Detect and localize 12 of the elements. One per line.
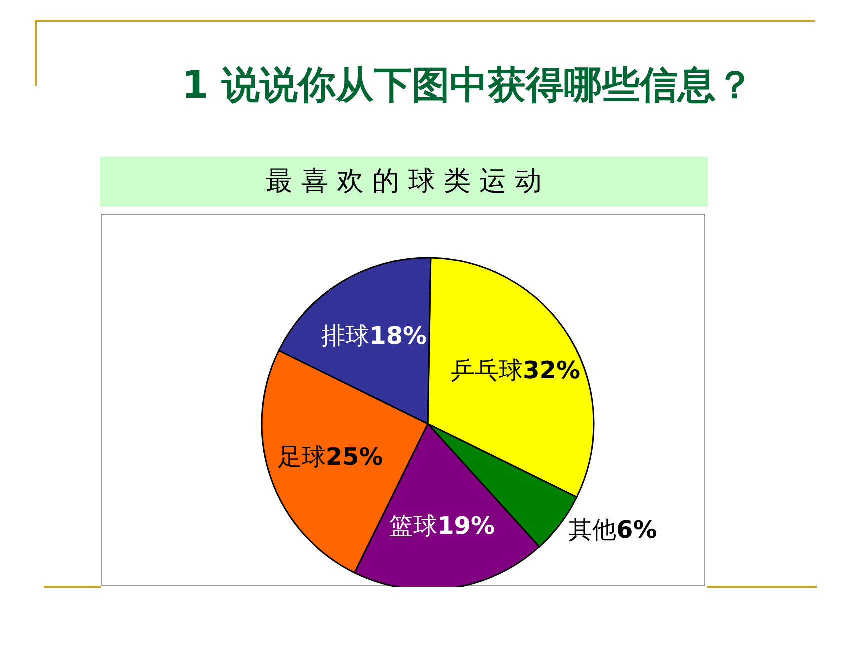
slice-label: 足球 xyxy=(278,443,326,472)
data-label: 19% xyxy=(438,512,496,540)
slice-label: 乒乓球 xyxy=(451,356,524,384)
data-label: 18% xyxy=(370,322,428,350)
data-label: 25% xyxy=(326,443,384,472)
data-label: 6% xyxy=(616,516,658,544)
chart-title: 1 说说你从下图中获得哪些信息？ xyxy=(181,62,755,109)
chart-subtitle: 最 喜 欢 的 球 类 运 动 xyxy=(100,157,708,207)
slice-label: 其他 xyxy=(568,516,617,544)
slice-label: 排球 xyxy=(322,322,370,350)
slice-label: 篮球 xyxy=(390,512,438,540)
data-label: 32% xyxy=(523,356,581,384)
